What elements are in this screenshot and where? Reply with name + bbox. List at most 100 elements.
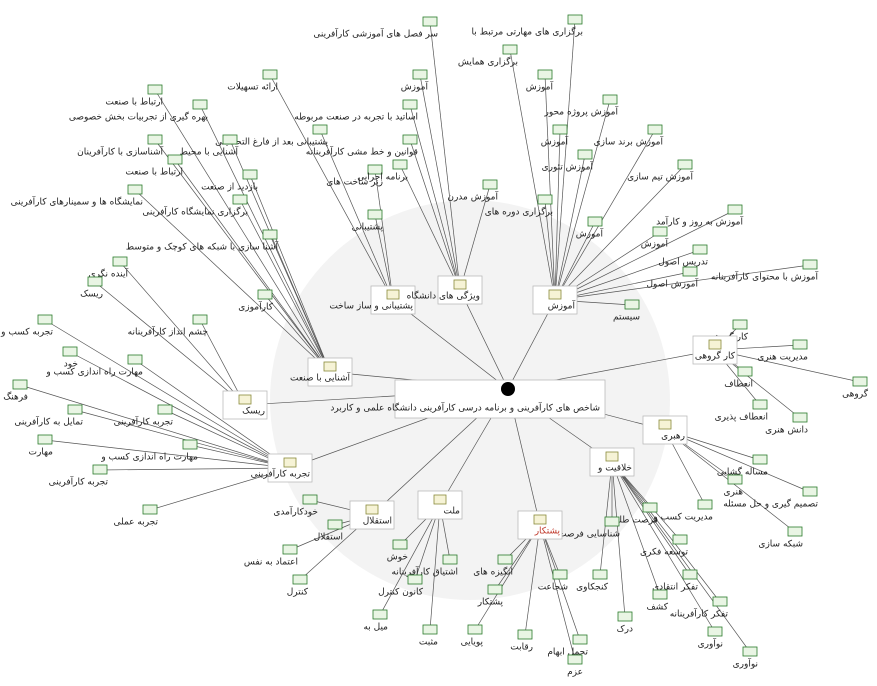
leaf-label: پشتیبانی — [352, 223, 384, 233]
leaf-label: مهارت راه اندازی کسب و — [100, 453, 198, 463]
leaf-label: مدیریت کسب و — [652, 513, 713, 523]
node-icon — [538, 195, 552, 204]
node-icon — [443, 555, 457, 564]
node-icon — [693, 245, 707, 254]
group-label: ریسک — [242, 407, 265, 417]
leaf-label: آموزش — [526, 81, 554, 93]
node-icon — [258, 290, 272, 299]
group-icon — [434, 495, 446, 504]
node-icon — [483, 180, 497, 189]
node-icon — [13, 380, 27, 389]
group-label: خلاقیت و — [597, 464, 632, 474]
leaf-label: آشنایی با محیط — [180, 146, 239, 158]
group-label: ملت — [443, 507, 460, 517]
group-icon — [324, 362, 336, 371]
node-icon — [728, 475, 742, 484]
group-label: رهبری — [661, 432, 685, 442]
node-icon — [733, 320, 747, 329]
node-icon — [738, 367, 752, 376]
node-icon — [293, 575, 307, 584]
node-icon — [243, 170, 257, 179]
leaf-label: تجربه کارآفرینی — [114, 416, 174, 428]
leaf-label: آموزش — [576, 228, 604, 240]
node-icon — [793, 413, 807, 422]
leaf-label: برنامه اجرایی — [357, 173, 408, 183]
node-icon — [68, 405, 82, 414]
leaf-label: شناسایی فرصت — [558, 530, 620, 540]
leaf-label: شجاعت — [538, 583, 568, 593]
leaf-label: خودکارآمدی — [273, 506, 318, 518]
leaf-label: نوآوری — [733, 658, 758, 670]
node-icon — [578, 150, 592, 159]
leaf-label: مدیریت هنری — [757, 353, 808, 363]
node-icon — [168, 155, 182, 164]
group-icon — [284, 458, 296, 467]
leaf-label: نوآوری — [698, 638, 723, 650]
leaf-label: برگزاری نمایشگاه کارآفرینی — [142, 206, 248, 218]
node-icon — [803, 260, 817, 269]
node-icon — [793, 340, 807, 349]
node-icon — [263, 230, 277, 239]
group-label: کار گروهی — [695, 350, 736, 362]
node-icon — [183, 440, 197, 449]
leaf-label: تصمیم گیری و حل مسئله — [723, 498, 818, 510]
leaf-label: تجربه کارآفرینی — [49, 476, 109, 488]
leaf-label: آشنا سازی با شبکه های کوچک و متوسط — [126, 241, 279, 253]
leaf-label: انعطاف — [724, 380, 753, 390]
node-icon — [643, 503, 657, 512]
node-icon — [788, 527, 802, 536]
leaf-label: کشف — [646, 603, 668, 613]
node-icon — [368, 210, 382, 219]
node-icon — [193, 315, 207, 324]
node-icon — [403, 135, 417, 144]
leaf-label: سیستم — [613, 313, 640, 323]
node-icon — [193, 100, 207, 109]
node-icon — [128, 355, 142, 364]
node-icon — [753, 400, 767, 409]
node-icon — [553, 570, 567, 579]
leaf-label: ارائه تسهیلات — [227, 83, 278, 93]
edge — [612, 462, 720, 602]
group-label: آموزش — [548, 300, 576, 312]
leaf-label: ریسک — [80, 290, 103, 300]
leaf-label: آموزش — [541, 136, 569, 148]
node-icon — [538, 70, 552, 79]
leaf-label: آموزش با محتوای کارآفرینانه — [711, 271, 819, 283]
node-icon — [373, 610, 387, 619]
leaf-label: اعتماد به نفس — [244, 558, 298, 568]
node-icon — [728, 205, 742, 214]
leaf-label: پشتکار — [477, 598, 504, 608]
leaf-label: آموزش برند سازی — [594, 136, 664, 148]
node-icon — [498, 555, 512, 564]
leaf-label: آشناسازی با کارآفرینان — [77, 146, 163, 158]
node-icon — [148, 135, 162, 144]
group-icon — [366, 505, 378, 514]
node-icon — [713, 597, 727, 606]
node-icon — [393, 160, 407, 169]
leaf-label: اشتیاق کارآفرینانه — [392, 566, 459, 578]
node-icon — [568, 655, 582, 664]
group-icon — [549, 290, 561, 299]
node-icon — [653, 590, 667, 599]
leaf-label: انعطاف پذیری — [715, 413, 768, 423]
group-icon — [239, 395, 251, 404]
group-icon — [606, 452, 618, 461]
node-icon — [423, 625, 437, 634]
node-icon — [593, 570, 607, 579]
node-icon — [93, 465, 107, 474]
leaf-label: کارآموزی — [238, 301, 273, 313]
node-icon — [423, 17, 437, 26]
leaf-label: آموزش تیم سازی — [627, 171, 693, 183]
group-icon — [454, 280, 466, 289]
node-icon — [88, 277, 102, 286]
leaf-label: انگیزه های — [473, 566, 513, 578]
leaf-label: مهارت — [28, 448, 53, 458]
leaf-label: خوش — [387, 553, 408, 563]
leaf-label: تدریس اصول — [658, 258, 708, 268]
leaf-label: ارتباط با صنعت — [125, 168, 183, 178]
leaf-label: تمایل به کارآفرینی — [14, 416, 83, 428]
leaf-label: آموزش پروژه محور — [543, 106, 618, 118]
leaf-label: تفکر کارآفرینانه — [670, 608, 729, 620]
leaf-label: عزم — [567, 668, 583, 678]
leaf-label: درک — [617, 624, 633, 635]
